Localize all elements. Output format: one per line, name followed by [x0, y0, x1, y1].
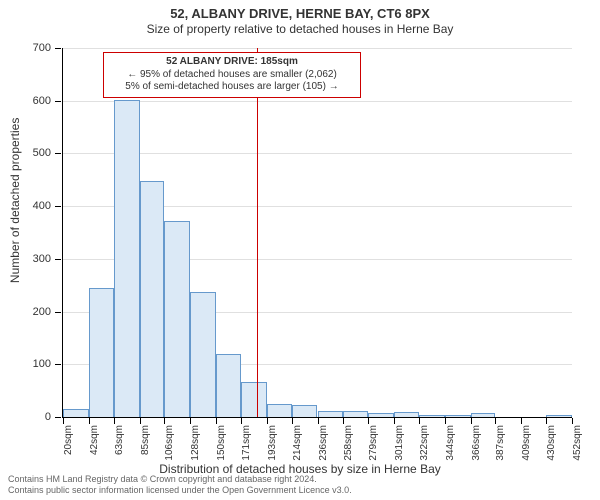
x-tick — [394, 418, 395, 424]
footer-line-1: Contains HM Land Registry data © Crown c… — [8, 474, 592, 485]
x-tick — [241, 418, 242, 424]
histogram-bar — [164, 221, 190, 417]
y-tick — [55, 259, 61, 260]
chart-subtitle: Size of property relative to detached ho… — [0, 22, 600, 36]
histogram-bar — [114, 100, 140, 417]
histogram-bar — [267, 404, 292, 417]
histogram-bar — [546, 415, 572, 417]
y-tick-label: 400 — [33, 200, 51, 212]
x-tick-label: 150sqm — [216, 425, 227, 461]
x-tick-label: 236sqm — [318, 425, 329, 461]
x-tick — [521, 418, 522, 424]
x-tick — [164, 418, 165, 424]
x-tick-label: 63sqm — [114, 425, 125, 455]
x-tick-label: 387sqm — [495, 425, 506, 461]
histogram-bar — [63, 409, 89, 417]
histogram-bar — [318, 411, 344, 417]
histogram-bar — [190, 292, 216, 417]
histogram-bar — [368, 413, 394, 417]
histogram-bar — [343, 411, 368, 417]
callout-line-2: ← 95% of detached houses are smaller (2,… — [110, 69, 354, 82]
gridline — [63, 48, 572, 49]
callout-line-1: 52 ALBANY DRIVE: 185sqm — [110, 56, 354, 69]
y-tick-label: 600 — [33, 95, 51, 107]
x-tick-label: 322sqm — [419, 425, 430, 461]
histogram-bar — [445, 415, 471, 417]
y-tick-label: 700 — [33, 42, 51, 54]
x-tick-label: 279sqm — [368, 425, 379, 461]
y-tick — [55, 312, 61, 313]
y-tick — [55, 101, 61, 102]
x-tick-label: 171sqm — [241, 425, 252, 461]
x-tick-label: 42sqm — [89, 425, 100, 455]
x-tick-label: 409sqm — [521, 425, 532, 461]
x-tick-label: 193sqm — [267, 425, 278, 461]
x-tick-label: 128sqm — [190, 425, 201, 461]
footer-line-2: Contains public sector information licen… — [8, 485, 592, 496]
histogram-bar — [419, 415, 445, 417]
x-tick — [419, 418, 420, 424]
x-tick — [368, 418, 369, 424]
x-tick — [140, 418, 141, 424]
figure: 52, ALBANY DRIVE, HERNE BAY, CT6 8PX Siz… — [0, 0, 600, 500]
x-tick-label: 452sqm — [572, 425, 583, 461]
chart-area: 010020030040050060070020sqm42sqm63sqm85s… — [62, 48, 572, 418]
y-tick — [55, 364, 61, 365]
y-tick — [55, 48, 61, 49]
x-tick — [216, 418, 217, 424]
histogram-bar — [241, 382, 267, 417]
x-tick — [495, 418, 496, 424]
x-tick-label: 214sqm — [292, 425, 303, 461]
x-tick-label: 366sqm — [471, 425, 482, 461]
histogram-bar — [292, 405, 318, 417]
x-tick-label: 301sqm — [394, 425, 405, 461]
y-tick-label: 0 — [45, 411, 51, 423]
x-tick — [318, 418, 319, 424]
x-tick-label: 430sqm — [546, 425, 557, 461]
x-tick-label: 106sqm — [164, 425, 175, 461]
histogram-bar — [140, 181, 165, 417]
x-tick — [190, 418, 191, 424]
callout-line-3: 5% of semi-detached houses are larger (1… — [110, 81, 354, 94]
y-tick — [55, 206, 61, 207]
y-axis-title: Number of detached properties — [8, 118, 22, 283]
x-tick — [471, 418, 472, 424]
x-tick — [63, 418, 64, 424]
x-tick-label: 20sqm — [63, 425, 74, 455]
marker-line — [257, 48, 258, 417]
y-tick — [55, 417, 61, 418]
x-tick — [572, 418, 573, 424]
x-tick-label: 85sqm — [140, 425, 151, 455]
x-tick — [114, 418, 115, 424]
plot-region: 010020030040050060070020sqm42sqm63sqm85s… — [62, 48, 572, 418]
histogram-bar — [216, 354, 241, 417]
x-tick — [292, 418, 293, 424]
histogram-bar — [394, 412, 419, 417]
x-tick — [267, 418, 268, 424]
chart-title: 52, ALBANY DRIVE, HERNE BAY, CT6 8PX — [0, 0, 600, 21]
y-tick-label: 200 — [33, 306, 51, 318]
x-tick-label: 258sqm — [343, 425, 354, 461]
y-tick — [55, 153, 61, 154]
x-tick — [89, 418, 90, 424]
histogram-bar — [89, 288, 114, 417]
x-tick — [445, 418, 446, 424]
x-tick — [343, 418, 344, 424]
y-tick-label: 500 — [33, 147, 51, 159]
y-tick-label: 100 — [33, 358, 51, 370]
y-tick-label: 300 — [33, 253, 51, 265]
histogram-bar — [471, 413, 496, 417]
x-tick-label: 344sqm — [445, 425, 456, 461]
footer-attribution: Contains HM Land Registry data © Crown c… — [8, 474, 592, 496]
x-tick — [546, 418, 547, 424]
callout-box: 52 ALBANY DRIVE: 185sqm ← 95% of detache… — [103, 52, 361, 98]
